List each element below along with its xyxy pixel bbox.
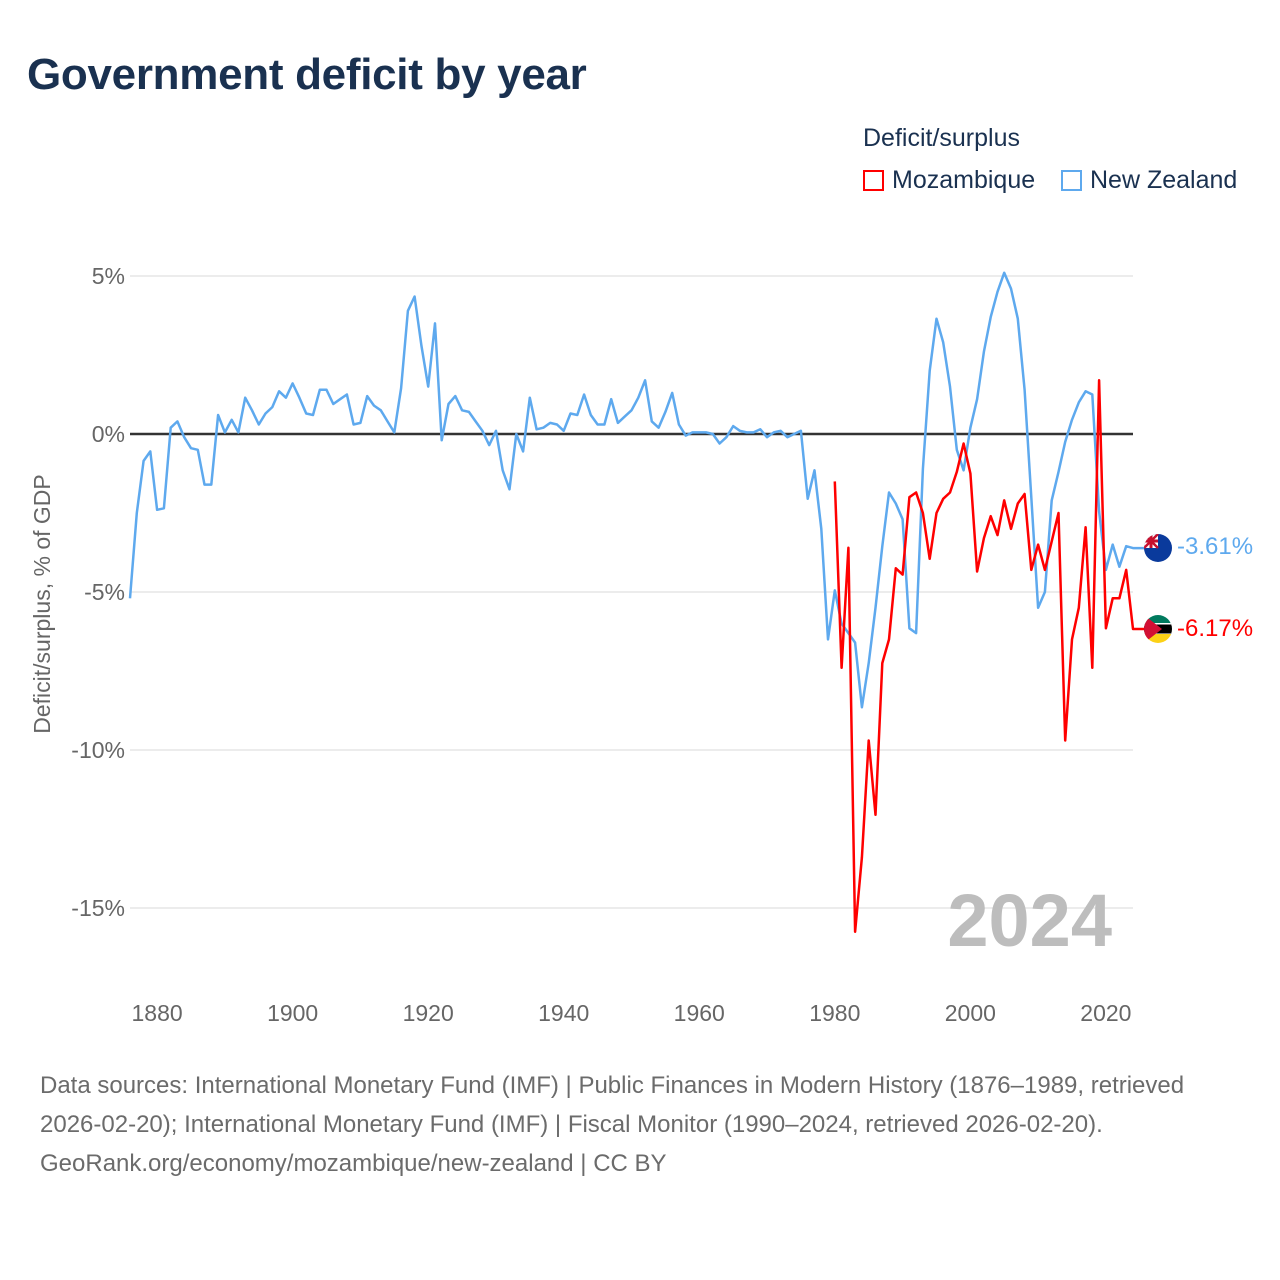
series-line-mozambique — [833, 379, 1146, 933]
x-axis-ticks: 1880 1900 1920 1940 1960 1980 2000 2020 — [132, 1000, 1132, 1026]
legend-title: Deficit/surplus — [863, 124, 1020, 152]
legend-swatch — [863, 170, 884, 191]
legend-swatch — [1061, 170, 1082, 191]
end-label-mozambique: -6.17% — [1177, 615, 1253, 642]
new-zealand-flag-icon — [1144, 534, 1172, 562]
x-tick-label: 2020 — [1080, 1000, 1131, 1026]
y-tick-label: -10% — [71, 737, 125, 763]
y-axis-ticks: 5% 0% -5% -10% -15% — [71, 263, 125, 921]
year-annotation: 2024 — [947, 879, 1112, 962]
legend-label: Mozambique — [892, 166, 1036, 194]
x-tick-label: 1900 — [267, 1000, 318, 1026]
x-tick-label: 1880 — [132, 1000, 183, 1026]
mozambique-flag-icon — [1144, 615, 1172, 643]
footer: Data sources: International Monetary Fun… — [40, 1066, 1250, 1183]
y-tick-label: 5% — [92, 263, 125, 289]
end-label-new-zealand: -3.61% — [1177, 533, 1253, 560]
x-tick-label: 1960 — [674, 1000, 725, 1026]
source-link[interactable]: GeoRank.org/economy/mozambique/new-zeala… — [40, 1150, 667, 1177]
series-line-new-zealand — [128, 271, 1146, 709]
x-tick-label: 1920 — [403, 1000, 454, 1026]
x-tick-label: 1940 — [538, 1000, 589, 1026]
line-chart: 5% 0% -5% -10% -15% 1880 1900 1920 1940 1960 1980… — [29, 263, 1253, 1026]
chart-title: Government deficit by year — [27, 50, 587, 99]
y-tick-label: -5% — [84, 579, 125, 605]
x-tick-label: 2000 — [945, 1000, 996, 1026]
gridlines — [130, 275, 1133, 909]
legend-item-mozambique[interactable]: Mozambique — [863, 166, 1035, 195]
legend-label: New Zealand — [1090, 166, 1238, 194]
y-tick-label: -15% — [71, 895, 125, 921]
data-sources: Data sources: International Monetary Fun… — [40, 1072, 1185, 1138]
x-tick-label: 1980 — [809, 1000, 860, 1026]
y-tick-label: 0% — [92, 421, 125, 447]
legend-item-new-zealand[interactable]: New Zealand — [1061, 166, 1237, 195]
y-axis-label: Deficit/surplus, % of GDP — [29, 474, 55, 733]
